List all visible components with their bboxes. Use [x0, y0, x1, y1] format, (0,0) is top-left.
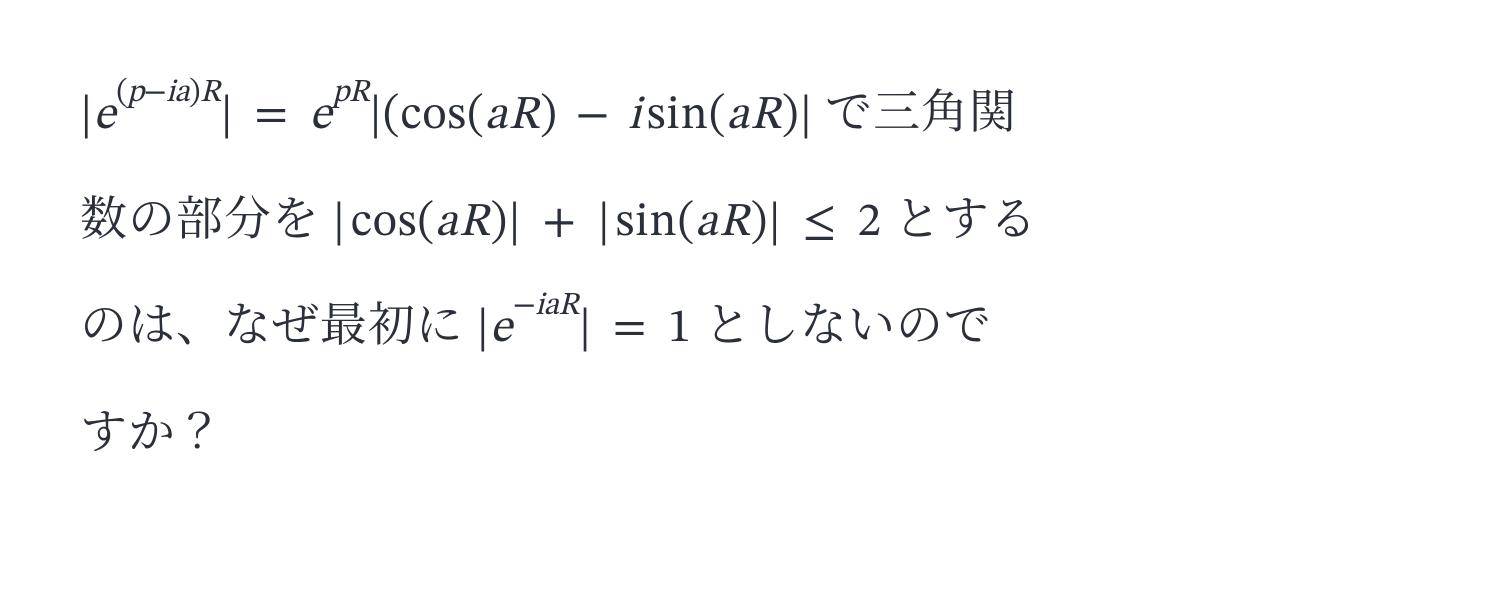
equals: =	[246, 93, 298, 140]
superscript-1: (p−ia)R	[116, 77, 220, 109]
text-segment-4: のは、なぜ最初に	[80, 288, 477, 355]
superscript-2: pR	[332, 77, 369, 109]
num-1: 1	[668, 306, 692, 353]
expr-2: |cos(aR)| + |sin(aR)| ≤ 2	[333, 200, 894, 247]
leq: ≤	[794, 200, 846, 247]
plus: +	[534, 200, 586, 247]
lparen: (	[383, 93, 401, 140]
abs-close: |	[220, 93, 234, 140]
text-segment-2: 数の部分を	[80, 182, 333, 249]
equals-2: =	[604, 306, 656, 353]
superscript-3: −iaR	[513, 290, 579, 322]
sym-e: e	[94, 93, 117, 140]
abs-close-2: |	[800, 93, 814, 140]
text-segment-5: としないので	[704, 288, 992, 355]
sym-e2: e	[310, 93, 333, 140]
fn-sin: sin	[647, 93, 709, 140]
math-question-paragraph: |e(p−ia)R| = epR|(cos(aR) − isin(aR)| で三…	[0, 0, 1500, 479]
abs-open-2: |	[369, 93, 383, 140]
fn-cos: cos	[400, 93, 467, 140]
fn-sin-2: sin	[616, 200, 678, 247]
text-segment-6: すか？	[80, 395, 224, 462]
abs-open: |	[80, 93, 94, 140]
expr-3: |e−iaR| = 1	[477, 306, 705, 353]
expr-1: |e(p−ia)R| = epR|(cos(aR) − isin(aR)|	[80, 93, 825, 140]
text-segment-1: で三角関	[825, 75, 1017, 142]
fn-cos-2: cos	[351, 200, 418, 247]
text-segment-3: とする	[894, 182, 1038, 249]
sym-i: i	[628, 93, 642, 140]
num-2: 2	[858, 200, 882, 247]
minus: −	[570, 93, 616, 140]
sym-e3: e	[490, 306, 513, 353]
